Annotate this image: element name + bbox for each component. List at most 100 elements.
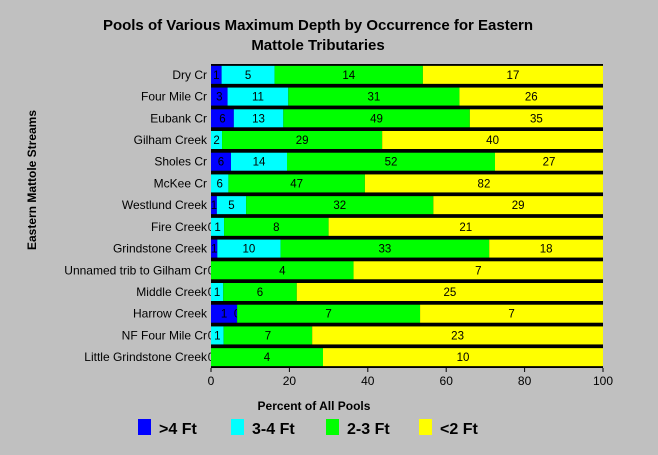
chart-title-line2: Mattole Tributaries xyxy=(251,37,384,54)
bar-segment xyxy=(211,217,225,236)
data-label: 21 xyxy=(459,222,472,234)
x-axis-title: Percent of All Pools xyxy=(258,399,371,413)
bar-segment xyxy=(211,283,224,301)
data-label: 23 xyxy=(451,330,464,342)
bar-segment xyxy=(495,152,603,171)
x-tick-label: 0 xyxy=(208,374,215,388)
data-label: 52 xyxy=(385,157,398,169)
data-label: 14 xyxy=(253,157,266,169)
data-label: 6 xyxy=(219,113,225,125)
bar-segment xyxy=(211,304,238,323)
bar-segment xyxy=(211,109,234,128)
bar-segment xyxy=(288,87,460,106)
bar-segment xyxy=(233,109,284,128)
data-label: 26 xyxy=(525,92,538,104)
data-label: 2 xyxy=(213,135,219,147)
data-label: 6 xyxy=(218,157,224,169)
y-axis-title: Eastern Mattole Streams xyxy=(25,110,39,250)
category-label: Fire Creek xyxy=(151,220,208,234)
category-label: Unnamed trib to Gilham Cr xyxy=(64,263,207,277)
bar-segment xyxy=(211,87,228,106)
legend-swatch xyxy=(138,419,151,435)
category-label: Grindstone Creek xyxy=(113,242,208,256)
category-label: Little Grindstone Creek xyxy=(84,350,208,364)
data-label: 4 xyxy=(264,352,271,364)
data-label: 8 xyxy=(273,222,279,234)
bar-segment xyxy=(222,131,383,149)
data-label: 11 xyxy=(252,92,264,104)
data-label: 5 xyxy=(228,200,234,212)
data-label: 49 xyxy=(370,113,383,125)
x-tick-label: 20 xyxy=(283,374,297,388)
legend-label: 2-3 Ft xyxy=(347,421,390,438)
bar-segment xyxy=(211,152,231,171)
category-label: Westlund Creek xyxy=(122,198,208,212)
bar-segment xyxy=(246,196,434,215)
legend: >4 Ft 3-4 Ft 2-3 Ft <2 Ft xyxy=(138,419,478,438)
bar-segment xyxy=(323,348,603,367)
bar-segment xyxy=(283,109,470,128)
bar-segment xyxy=(211,348,323,367)
bar-segment xyxy=(287,152,495,171)
bar-segment xyxy=(211,196,217,215)
category-labels: Dry Cr Four Mile Cr Eubank Cr Gilham Creek S… xyxy=(64,68,208,364)
data-label: 29 xyxy=(512,200,525,212)
bar-segment xyxy=(211,131,223,149)
category-label: Gilham Creek xyxy=(134,133,208,147)
bar-segment xyxy=(211,261,354,280)
data-label: 1 xyxy=(213,70,219,82)
bar-segment xyxy=(489,239,603,258)
bar-segment xyxy=(274,65,423,84)
bar-segment xyxy=(223,283,297,301)
bar-segment xyxy=(469,109,603,128)
bar-segment xyxy=(433,196,603,215)
bar-segment xyxy=(364,174,603,193)
data-label: 13 xyxy=(252,113,265,125)
x-axis: 0 20 40 60 80 100 xyxy=(208,368,613,388)
bar-segment xyxy=(211,174,229,193)
data-label: 40 xyxy=(486,135,499,147)
bar-segment xyxy=(382,131,603,149)
category-label: Dry Cr xyxy=(172,68,207,82)
bar-segment xyxy=(296,283,603,301)
x-tick-label: 60 xyxy=(440,374,454,388)
data-label: 7 xyxy=(508,309,514,321)
data-label: 25 xyxy=(443,287,456,299)
data-label: 4 xyxy=(279,265,286,277)
data-label: 18 xyxy=(540,244,553,256)
data-label: 27 xyxy=(543,157,556,169)
bar-segment xyxy=(216,196,247,215)
data-label: 1 xyxy=(221,309,227,321)
category-label: NF Four Mile Cr xyxy=(122,328,207,342)
bar-segment xyxy=(211,326,224,345)
x-tick-label: 100 xyxy=(593,374,613,388)
legend-label: 3-4 Ft xyxy=(252,421,295,438)
category-label: Middle Creek xyxy=(136,285,208,299)
bar-segment xyxy=(328,217,603,236)
bar-group: 1 5 14 173 11 31 266 13 49 352 29 406 14 52 276 47 821 5 3… xyxy=(208,65,603,367)
x-tick-label: 80 xyxy=(518,374,532,388)
bar-segment xyxy=(211,65,222,84)
data-label: 3 xyxy=(216,92,222,104)
bar-segment xyxy=(224,217,329,236)
bar-segment xyxy=(353,261,603,280)
bar-segment xyxy=(221,65,275,84)
category-label: McKee Cr xyxy=(154,176,207,190)
bar-segment xyxy=(231,152,287,171)
data-label: 29 xyxy=(296,135,309,147)
data-label: 1 xyxy=(211,200,217,212)
bar-segment xyxy=(312,326,603,345)
bar-segment xyxy=(211,239,218,258)
data-label: 17 xyxy=(507,70,520,82)
bar-segment xyxy=(227,87,289,106)
bar-segment xyxy=(217,239,281,258)
data-label: 10 xyxy=(243,244,256,256)
legend-label: >4 Ft xyxy=(159,421,197,438)
bar-segment xyxy=(459,87,603,106)
bar-segment xyxy=(223,326,313,345)
bar-segment xyxy=(237,304,421,323)
data-label: 1 xyxy=(211,244,217,256)
data-label: 47 xyxy=(290,178,303,190)
